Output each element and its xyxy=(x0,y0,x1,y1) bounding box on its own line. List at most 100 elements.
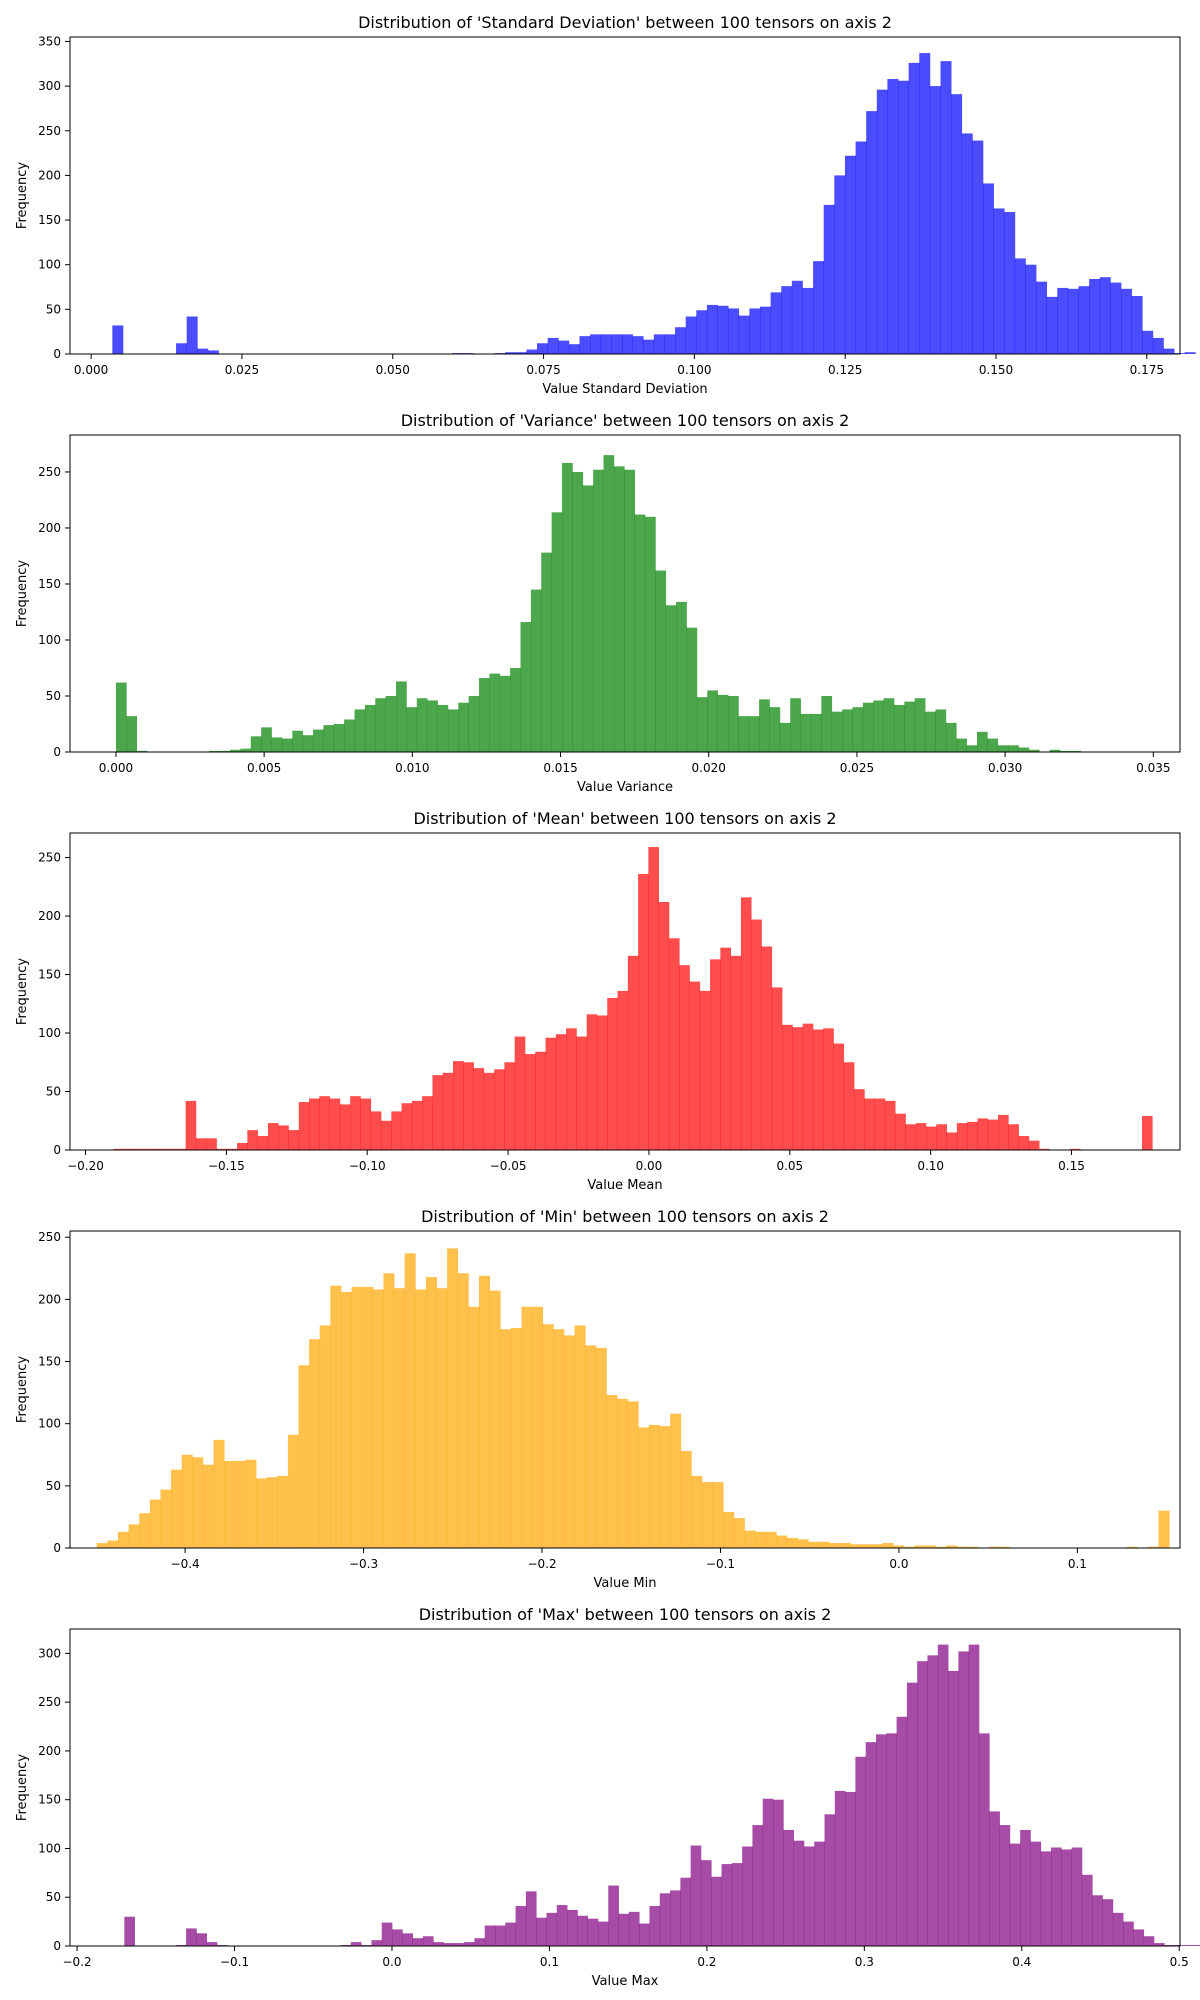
histogram-bar xyxy=(234,1460,246,1548)
axes-frame xyxy=(69,434,1181,753)
histogram-bar xyxy=(689,981,701,1150)
histogram-bar xyxy=(908,62,920,355)
histogram-bar xyxy=(823,204,835,354)
x-tick-label: 0.050 xyxy=(376,363,410,377)
histogram-bar xyxy=(154,1148,166,1150)
histogram-bar xyxy=(691,1475,703,1548)
histogram-bar xyxy=(895,1113,906,1150)
histogram-bar xyxy=(645,516,656,752)
histogram-bar xyxy=(530,589,542,752)
histogram-bar xyxy=(364,704,376,752)
histogram-bar xyxy=(771,987,783,1150)
histogram-bar xyxy=(319,1096,330,1150)
histogram-bar xyxy=(844,155,856,354)
histogram-bar xyxy=(945,722,957,752)
histogram-bar xyxy=(883,698,895,752)
histogram-bar xyxy=(185,1100,197,1150)
histogram-bar xyxy=(230,749,241,752)
histogram-bar xyxy=(603,455,615,752)
histogram-bar xyxy=(422,1936,434,1946)
histogram-bar xyxy=(1009,1843,1021,1946)
histogram-bar xyxy=(648,1424,660,1548)
histogram-bar xyxy=(864,1098,875,1150)
histogram-bar xyxy=(676,601,687,752)
histogram-bar xyxy=(738,315,750,354)
histogram-bar xyxy=(707,690,718,752)
histogram-bar xyxy=(886,1733,897,1946)
histogram-bar xyxy=(567,1909,578,1946)
histogram-bar xyxy=(271,737,283,752)
histogram-bar xyxy=(632,336,644,354)
histogram-panel-3: −0.20 −0.15 −0.10 −0.05 0.00 0.05 0.10 0.15 0 50 1… xyxy=(15,809,1181,1193)
histogram-bar xyxy=(525,1891,537,1946)
histogram-panel-5: −0.2 −0.1 0.0 0.1 0.2 0.3 0.4 0.5 0 50 100 150 200 25… xyxy=(15,1605,1200,1989)
histogram-bar xyxy=(905,1124,917,1150)
histogram-bar xyxy=(608,1885,619,1946)
histogram-bar xyxy=(904,701,916,752)
y-tick-label: 50 xyxy=(46,1479,61,1493)
histogram-bar xyxy=(675,327,687,354)
histogram-bar xyxy=(730,955,742,1150)
histogram-bar xyxy=(813,261,825,354)
histogram-bar xyxy=(197,348,209,354)
axes-frame xyxy=(69,1230,1181,1549)
histogram-bar xyxy=(219,750,231,752)
y-tick-label: 0 xyxy=(53,347,61,361)
histogram-bar xyxy=(617,990,629,1150)
y-tick-label: 100 xyxy=(38,633,61,647)
histogram-bar xyxy=(96,1543,108,1548)
histogram-bar xyxy=(1067,288,1079,354)
histogram-bar xyxy=(541,552,552,752)
histogram-bar xyxy=(803,1846,815,1946)
histogram-bar xyxy=(515,1906,527,1946)
histogram-bar xyxy=(833,1043,845,1150)
histogram-bar xyxy=(948,1670,959,1946)
y-tick-label: 100 xyxy=(38,258,61,272)
histogram-bar xyxy=(175,1148,186,1150)
histogram-panel-4: −0.4 −0.3 −0.2 −0.1 0.0 0.1 0 50 100 150 200 250 Dis… xyxy=(15,1207,1181,1591)
y-tick-label: 150 xyxy=(38,1355,61,1369)
histogram-bar xyxy=(1028,749,1040,752)
histogram-bar xyxy=(634,514,646,752)
x-tick-label: 0.025 xyxy=(840,761,874,775)
histogram-bar xyxy=(855,141,867,354)
histogram-bar xyxy=(617,1398,629,1548)
y-tick-label: 150 xyxy=(38,213,61,227)
histogram-bar xyxy=(288,1130,300,1150)
x-tick-label: 0.100 xyxy=(677,363,711,377)
histogram-bar xyxy=(590,334,602,354)
histogram-bar xyxy=(224,1460,236,1548)
histogram-bar xyxy=(411,1100,423,1150)
histogram-bar xyxy=(648,847,660,1150)
histogram-bar xyxy=(176,343,188,354)
y-tick-label: 100 xyxy=(38,1417,61,1431)
histogram-bar xyxy=(624,469,635,752)
histogram-bar xyxy=(611,334,623,354)
histogram-bar xyxy=(865,1742,877,1946)
chart-title: Distribution of 'Mean' between 100 tenso… xyxy=(413,809,836,828)
histogram-bar xyxy=(568,344,580,354)
x-tick-label: 0.005 xyxy=(247,761,281,775)
histogram-bar xyxy=(818,1541,830,1548)
histogram-bar xyxy=(551,512,563,752)
histogram-bar xyxy=(658,902,670,1150)
histogram-bar xyxy=(1089,278,1101,354)
histogram-bar xyxy=(226,1148,238,1150)
histogram-bar xyxy=(1078,286,1090,354)
histogram-bar xyxy=(710,959,721,1150)
histogram-bar xyxy=(769,707,781,752)
x-tick-label: −0.2 xyxy=(63,1955,92,1969)
histogram-bar xyxy=(402,1933,413,1946)
x-tick-label: 0.5 xyxy=(1170,1955,1189,1969)
histogram-bar xyxy=(600,334,612,354)
histogram-bar xyxy=(499,675,511,752)
histogram-bar xyxy=(728,308,740,354)
histogram-bar xyxy=(649,1906,661,1946)
histogram-bar xyxy=(751,919,762,1150)
histogram-bar xyxy=(808,1541,820,1548)
histogram-bar xyxy=(468,1306,480,1548)
histogram-bar xyxy=(447,709,459,752)
histogram-bar xyxy=(207,350,219,354)
y-tick-label: 0 xyxy=(53,1541,61,1555)
x-tick-label: −0.05 xyxy=(490,1159,527,1173)
